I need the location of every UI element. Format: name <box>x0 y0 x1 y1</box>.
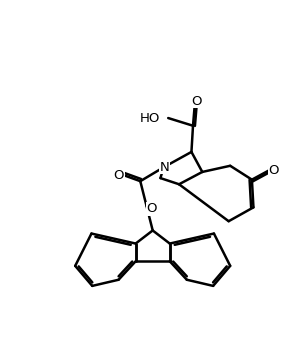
Text: O: O <box>268 164 279 177</box>
Text: HO: HO <box>140 111 161 124</box>
Text: N: N <box>160 161 169 174</box>
Text: O: O <box>191 95 201 108</box>
Text: O: O <box>113 169 124 182</box>
Text: O: O <box>147 202 157 215</box>
